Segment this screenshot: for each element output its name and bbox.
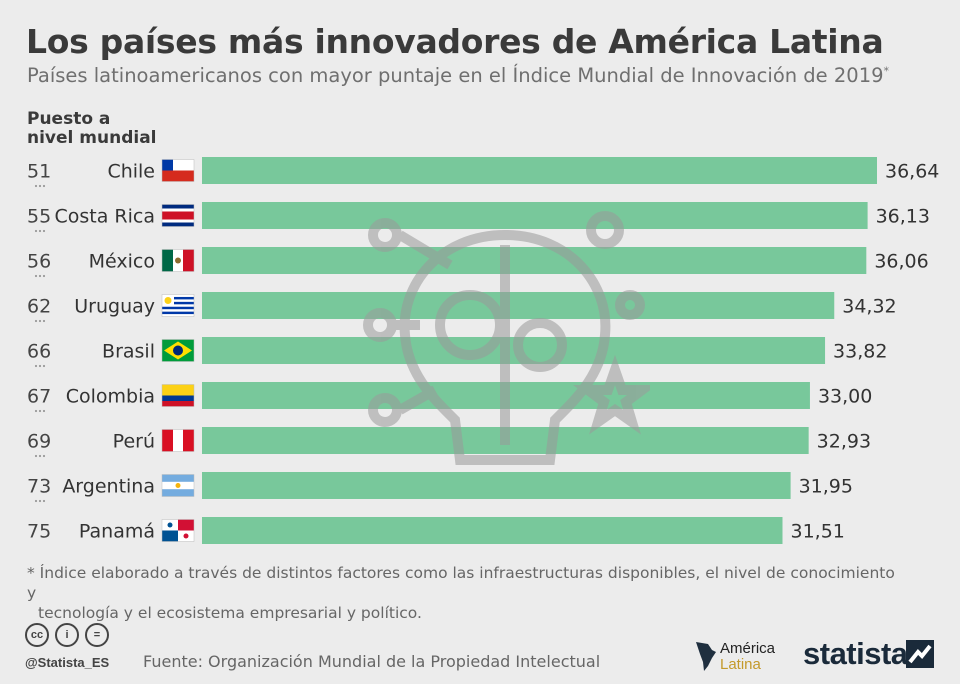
- rank-dot: [42, 229, 46, 233]
- by-icon[interactable]: i: [55, 623, 79, 647]
- rank-dot: [34, 274, 38, 278]
- flag-peru-icon: [161, 429, 195, 452]
- rank-dot: [42, 499, 46, 503]
- rank-dot: [38, 364, 42, 368]
- flag-argentina-icon: [161, 474, 195, 497]
- rank-dot: [38, 184, 42, 188]
- rank-label-colombia: 67: [27, 386, 51, 408]
- bar-chile: [202, 157, 877, 184]
- bar-mexico: [202, 247, 867, 274]
- category-label-brasil: Brasil: [102, 341, 155, 363]
- partner-logo-line1: América: [720, 640, 776, 657]
- value-label-chile: 36,64: [885, 161, 939, 183]
- category-label-argentina: Argentina: [62, 476, 155, 498]
- social-handle[interactable]: @Statista_ES: [25, 655, 110, 670]
- rank-dot: [42, 364, 46, 368]
- bar-chart: 36,64 51 Chile 36,13 55 Costa Rica 36,06 56 Méxi…: [27, 157, 939, 544]
- subtitle-footnote-mark: *: [883, 64, 890, 78]
- category-label-chile: Chile: [107, 161, 155, 183]
- rank-dot: [42, 409, 46, 413]
- source-text: Fuente: Organización Mundial de la Propi…: [143, 652, 601, 671]
- value-label-uruguay: 34,32: [842, 296, 896, 318]
- category-label-costa-rica: Costa Rica: [55, 206, 156, 228]
- chart-subtitle: Países latinoamericanos con mayor puntaj…: [27, 64, 889, 87]
- rank-dot: [34, 184, 38, 188]
- bar-panama: [202, 517, 783, 544]
- statista-logo-mark-icon: [906, 640, 934, 668]
- rank-dot: [42, 454, 46, 458]
- rank-label-brasil: 66: [27, 341, 51, 363]
- footnote-line2: tecnología y el ecosistema empresarial y…: [38, 604, 422, 622]
- rank-dot: [34, 364, 38, 368]
- rank-dot: [34, 499, 38, 503]
- rank-label-argentina: 73: [27, 476, 51, 498]
- footnote: * Índice elaborado a través de distintos…: [27, 563, 897, 623]
- value-label-peru: 32,93: [817, 431, 871, 453]
- rank-dot: [42, 274, 46, 278]
- rank-dot: [38, 454, 42, 458]
- rank-header-line1: Puesto a: [27, 109, 111, 129]
- flag-brasil-icon: [161, 339, 195, 362]
- rank-header-line2: nivel mundial: [27, 128, 157, 148]
- rank-dot: [38, 409, 42, 413]
- rank-dot: [38, 229, 42, 233]
- flag-panama-icon: [161, 519, 195, 542]
- category-label-peru: Perú: [113, 431, 155, 453]
- rank-dot: [38, 274, 42, 278]
- rank-dot: [38, 319, 42, 323]
- rank-label-panama: 75: [27, 521, 51, 543]
- value-label-costa-rica: 36,13: [876, 206, 930, 228]
- rank-label-chile: 51: [27, 161, 51, 183]
- rank-dot: [34, 454, 38, 458]
- value-label-colombia: 33,00: [818, 386, 872, 408]
- rank-label-peru: 69: [27, 431, 51, 453]
- partner-logo-line2: Latina: [720, 656, 761, 673]
- rank-dot: [42, 184, 46, 188]
- category-label-panama: Panamá: [79, 521, 155, 543]
- america-latina-map-icon: [696, 642, 716, 671]
- category-label-uruguay: Uruguay: [74, 296, 155, 318]
- nd-icon[interactable]: =: [85, 623, 109, 647]
- chart-title: Los países más innovadores de América La…: [26, 22, 884, 61]
- rank-dot: [38, 499, 42, 503]
- innovation-lightbulb-icon: [363, 211, 650, 465]
- rank-label-mexico: 56: [27, 251, 51, 273]
- flag-costa-rica-icon: [161, 204, 195, 227]
- rank-dot: [34, 319, 38, 323]
- footnote-line1: * Índice elaborado a través de distintos…: [27, 564, 895, 602]
- bar-argentina: [202, 472, 791, 499]
- category-label-mexico: México: [89, 251, 155, 273]
- subtitle-text: Países latinoamericanos con mayor puntaj…: [27, 64, 884, 87]
- flag-colombia-icon: [161, 384, 195, 407]
- value-label-brasil: 33,82: [833, 341, 887, 363]
- value-label-argentina: 31,95: [799, 476, 853, 498]
- value-label-panama: 31,51: [790, 521, 844, 543]
- rank-dot: [34, 409, 38, 413]
- bar-uruguay: [202, 292, 835, 319]
- flag-uruguay-icon: [161, 294, 195, 317]
- cc-icon[interactable]: cc: [25, 623, 49, 647]
- flag-mexico-icon: [161, 249, 195, 272]
- flag-chile-icon: [161, 159, 195, 182]
- bar-costa-rica: [202, 202, 868, 229]
- rank-label-uruguay: 62: [27, 296, 51, 318]
- category-label-colombia: Colombia: [66, 386, 155, 408]
- value-label-mexico: 36,06: [874, 251, 928, 273]
- statista-logo[interactable]: statista: [803, 636, 908, 671]
- rank-dot: [42, 319, 46, 323]
- license-icons: cc i =: [25, 623, 109, 647]
- rank-label-costa-rica: 55: [27, 206, 51, 228]
- rank-column-header: Puesto a nivel mundial: [27, 110, 157, 148]
- rank-dot: [34, 229, 38, 233]
